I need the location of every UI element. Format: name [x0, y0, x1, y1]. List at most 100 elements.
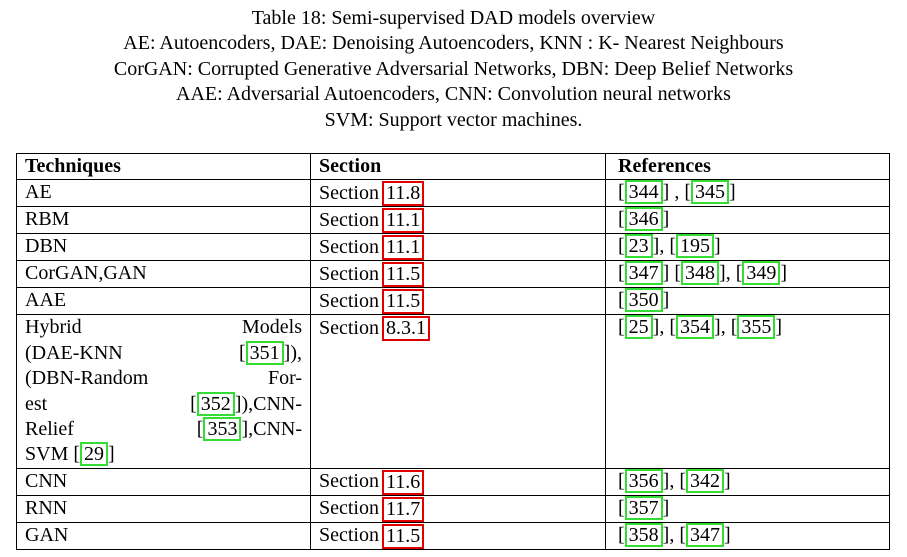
- caption-line: AE: Autoencoders, DAE: Denoising Autoenc…: [123, 32, 784, 55]
- technique-cell: RNN: [16, 494, 311, 523]
- table-row: GAN Section 11.5 [358], [347]: [16, 521, 890, 550]
- section-ref: Section 11.1: [319, 235, 425, 260]
- references-cell: [358], [347]: [605, 521, 890, 550]
- references-cell: [23], [195]: [605, 233, 890, 262]
- section-cell: Section 8.3.1: [310, 314, 606, 469]
- citation-link[interactable]: 346: [624, 207, 663, 232]
- table-row: RNN Section 11.7 [357]: [16, 494, 890, 523]
- models-table: Techniques Section References AE Section 1…: [16, 152, 890, 550]
- section-ref: Section 11.5: [319, 289, 425, 314]
- citation-link[interactable]: 353: [203, 417, 242, 442]
- section-cell: Section 11.8: [310, 179, 606, 208]
- references-cell: [356], [342]: [605, 467, 890, 496]
- references-cell: [25], [354], [355]: [605, 314, 890, 469]
- section-cell: Section 11.7: [310, 494, 606, 523]
- hybrid-line: Hybrid Models: [25, 316, 302, 341]
- section-prefix: Section: [319, 497, 379, 520]
- technique-cell: CorGAN,GAN: [16, 260, 311, 289]
- table-row: AE Section 11.8 [344] , [345]: [16, 179, 890, 208]
- hybrid-group: [352]),CNN-: [190, 391, 302, 416]
- section-ref: Section 11.1: [319, 208, 425, 233]
- citation-link[interactable]: 347: [624, 261, 663, 286]
- section-link[interactable]: 11.6: [382, 469, 425, 495]
- header-techniques: Techniques: [16, 152, 311, 181]
- table-caption: Table 18: Semi-supervised DAD models ove…: [0, 6, 907, 133]
- hybrid-text: (DBN-Random: [25, 367, 149, 390]
- section-ref: Section 11.6: [319, 469, 425, 495]
- section-prefix: Section: [319, 289, 379, 312]
- citation-link[interactable]: 195: [676, 234, 715, 259]
- citation-link[interactable]: 348: [681, 261, 720, 286]
- section-cell: Section 11.1: [310, 206, 606, 235]
- section-cell: Section 11.5: [310, 287, 606, 316]
- table-row: CNN Section 11.6 [356], [342]: [16, 467, 890, 496]
- citation-link[interactable]: 29: [80, 442, 109, 467]
- section-cell: Section 11.6: [310, 467, 606, 496]
- section-cell: Section 11.5: [310, 260, 606, 289]
- section-link[interactable]: 11.5: [382, 289, 425, 314]
- section-link[interactable]: 11.1: [382, 208, 425, 233]
- hybrid-text: (DAE-KNN: [25, 341, 123, 364]
- citation-link[interactable]: 23: [624, 234, 653, 259]
- citation-link[interactable]: 342: [686, 469, 725, 493]
- citation-link[interactable]: 25: [624, 315, 653, 340]
- references-cell: [347] [348], [349]: [605, 260, 890, 289]
- references-cell: [357]: [605, 494, 890, 523]
- citation-link[interactable]: 356: [624, 469, 663, 493]
- caption-line: CorGAN: Corrupted Generative Adversarial…: [113, 57, 794, 80]
- citation-link[interactable]: 344: [624, 180, 663, 205]
- technique-cell: Hybrid Models (DAE-KNN [351]), (DBN-Random Fo…: [16, 314, 311, 469]
- hybrid-line: (DBN-Random For-: [25, 366, 302, 391]
- citation-link[interactable]: 358: [624, 523, 663, 547]
- section-link[interactable]: 11.1: [382, 235, 425, 260]
- citation-link[interactable]: 352: [196, 391, 235, 416]
- hybrid-group: [353],CNN-: [196, 417, 302, 442]
- section-prefix: Section: [319, 181, 379, 204]
- hybrid-text: For-: [267, 367, 302, 390]
- section-prefix: Section: [319, 262, 379, 285]
- section-prefix: Section: [319, 470, 379, 493]
- table-row: CorGAN,GAN Section 11.5 [347] [348], [349]: [16, 260, 890, 289]
- section-ref: Section 11.5: [319, 262, 425, 287]
- header-section: Section: [310, 152, 606, 181]
- section-ref: Section 11.7: [319, 496, 425, 522]
- section-ref: Section 8.3.1: [319, 316, 430, 342]
- citation-link[interactable]: 345: [691, 180, 730, 205]
- citation-link[interactable]: 354: [676, 315, 715, 340]
- technique-cell: DBN: [16, 233, 311, 262]
- table-row: DBN Section 11.1 [23], [195]: [16, 233, 890, 262]
- technique-cell: RBM: [16, 206, 311, 235]
- section-cell: Section 11.1: [310, 233, 606, 262]
- table-row: Hybrid Models (DAE-KNN [351]), (DBN-Random Fo…: [16, 314, 890, 469]
- section-prefix: Section: [319, 235, 379, 258]
- citation-link[interactable]: 350: [624, 288, 663, 313]
- header-references: References: [605, 152, 890, 181]
- caption-line: SVM: Support vector machines.: [324, 108, 583, 131]
- citation-link[interactable]: 355: [737, 315, 776, 340]
- technique-cell: CNN: [16, 467, 311, 496]
- table-row: RBM Section 11.1 [346]: [16, 206, 890, 235]
- section-link[interactable]: 11.5: [382, 262, 425, 287]
- section-link[interactable]: 11.8: [382, 181, 425, 206]
- caption-line: AAE: Adversarial Autoencoders, CNN: Conv…: [176, 83, 731, 106]
- hybrid-line: Relief [353],CNN-: [25, 417, 302, 442]
- section-link[interactable]: 11.7: [382, 496, 425, 522]
- section-link[interactable]: 11.5: [382, 523, 425, 549]
- technique-cell: AAE: [16, 287, 311, 316]
- section-prefix: Section: [319, 524, 379, 547]
- citation-link[interactable]: 349: [742, 261, 781, 286]
- citation-link[interactable]: 351: [245, 340, 284, 365]
- section-prefix: Section: [319, 316, 379, 339]
- caption-title: Table 18: Semi-supervised DAD models ove…: [251, 7, 656, 29]
- section-link[interactable]: 8.3.1: [382, 316, 430, 342]
- hybrid-text: Hybrid: [25, 316, 82, 339]
- citation-link[interactable]: 347: [686, 523, 725, 547]
- hybrid-line: (DAE-KNN [351]),: [25, 340, 302, 366]
- technique-cell: GAN: [16, 521, 311, 550]
- hybrid-text: est: [25, 392, 48, 415]
- hybrid-line: est [352]),CNN-: [25, 391, 302, 417]
- section-prefix: Section: [319, 208, 379, 231]
- section-ref: Section 11.5: [319, 523, 425, 549]
- citation-link[interactable]: 357: [624, 496, 663, 520]
- hybrid-text: Models: [242, 316, 302, 339]
